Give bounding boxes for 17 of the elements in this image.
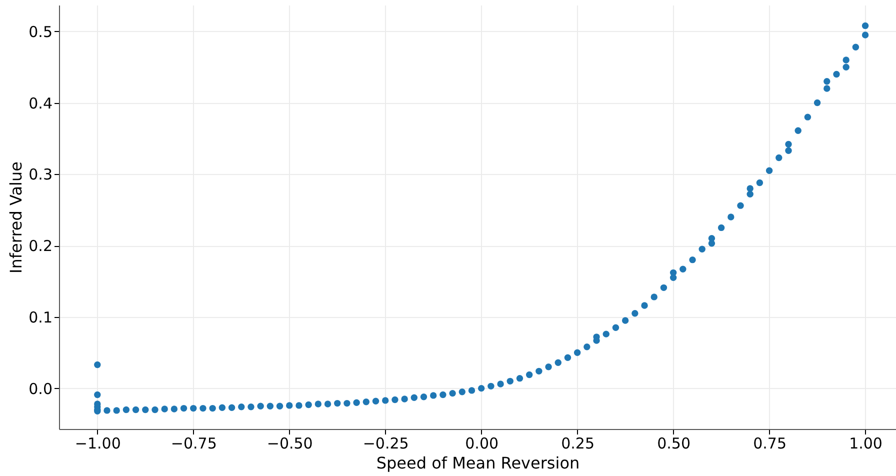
x-tick-label: −1.00 <box>74 434 121 452</box>
x-tick-label: 0.50 <box>657 434 691 452</box>
y-tick-label: 0.4 <box>28 94 52 112</box>
x-tick-label: −0.50 <box>266 434 313 452</box>
y-tick-label: 0.5 <box>28 22 52 41</box>
x-tick-label: −0.25 <box>362 434 409 452</box>
y-tick-label: 0.0 <box>28 380 52 398</box>
x-axis-title: Speed of Mean Reversion <box>376 454 580 472</box>
y-tick-label: 0.1 <box>28 308 52 326</box>
y-tick-label: 0.2 <box>28 237 52 256</box>
x-tick-label: 0.00 <box>465 434 499 452</box>
y-tick-label: 0.3 <box>28 166 52 184</box>
x-tick-label: −0.75 <box>170 434 217 452</box>
x-tick-label: 0.25 <box>561 434 595 452</box>
y-axis-title: Inferred Value <box>6 162 26 274</box>
x-tick-label: 1.00 <box>849 434 882 452</box>
x-tick-label: 0.75 <box>753 434 786 452</box>
